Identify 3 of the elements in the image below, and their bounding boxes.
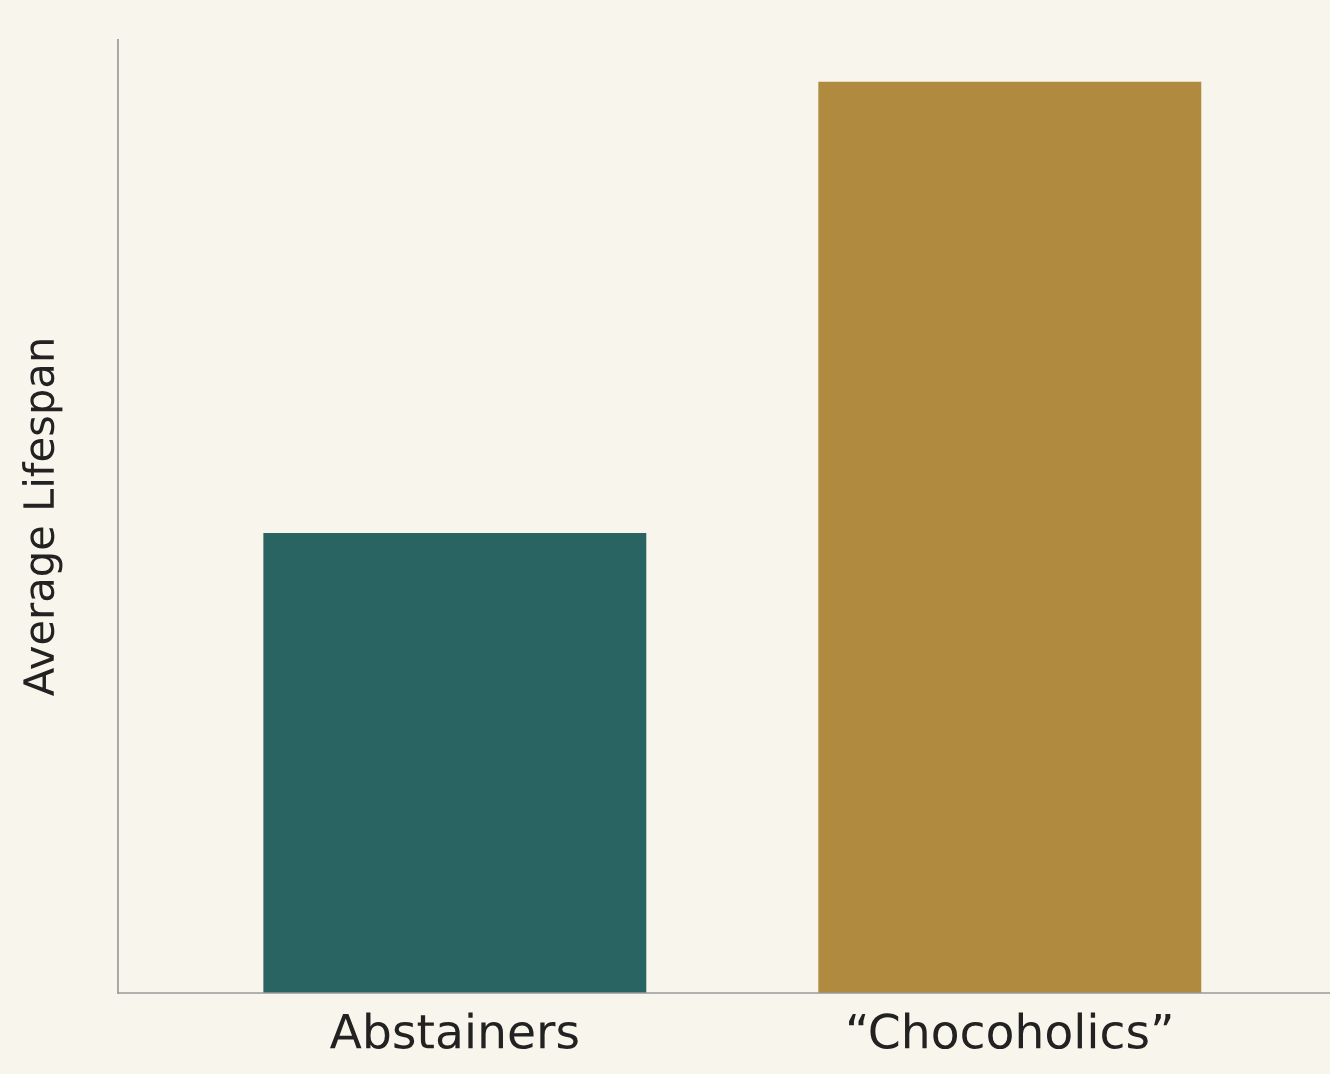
y-axis-title: Average Lifespan [22, 340, 63, 696]
x-tick-label: Abstainers [329, 1012, 578, 1050]
x-tick-label: “Chocoholics” [849, 1012, 1171, 1050]
